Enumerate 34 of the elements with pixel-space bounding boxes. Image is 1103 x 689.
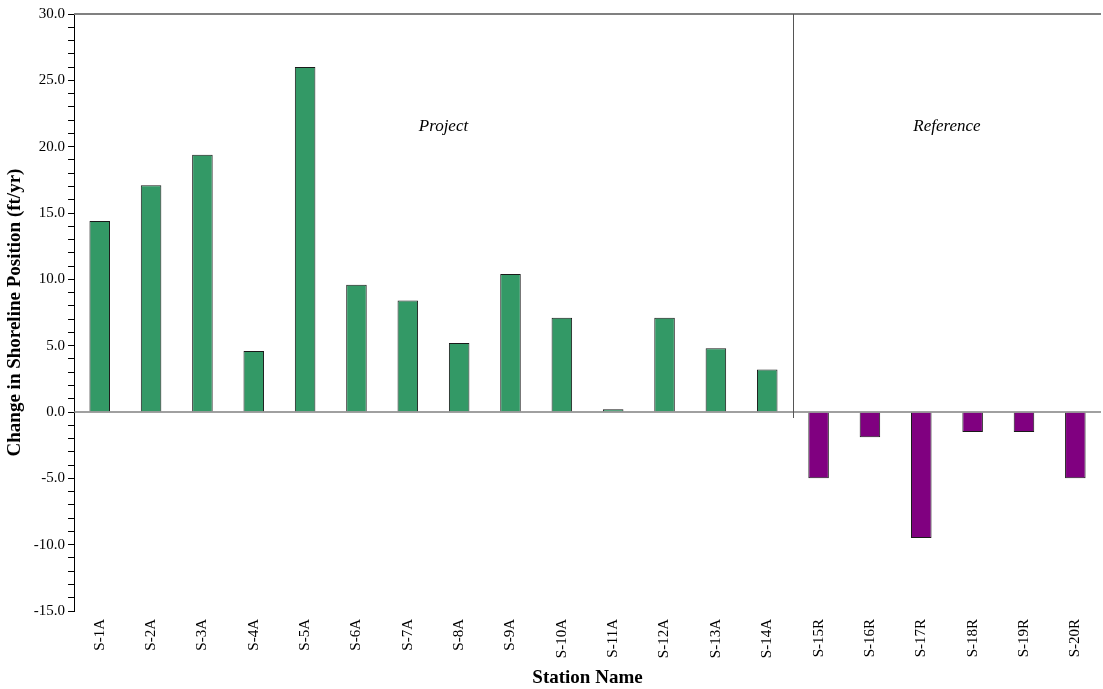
x-tick-label: S-14A bbox=[758, 618, 775, 659]
y-axis-title: Change in Shoreline Position (ft/yr) bbox=[3, 168, 26, 457]
y-tick-label: 30.0 bbox=[38, 4, 66, 21]
y-tick-label: -5.0 bbox=[41, 469, 66, 486]
x-tick-label: S-2A bbox=[142, 618, 158, 651]
x-tick-label: S-18R bbox=[963, 619, 980, 658]
x-tick-label: S-12A bbox=[655, 618, 672, 659]
x-tick-label: S-11A bbox=[604, 618, 621, 658]
x-tick-label: S-20R bbox=[1066, 619, 1083, 658]
annotation: Reference bbox=[913, 116, 981, 136]
y-tick-label: -15.0 bbox=[33, 601, 66, 618]
x-tick-label: S-7A bbox=[398, 618, 415, 651]
x-tick-label: S-15R bbox=[809, 619, 826, 658]
annotation: Project bbox=[418, 116, 469, 136]
x-tick-label: S-1A bbox=[90, 618, 107, 651]
x-tick-label: S-8A bbox=[450, 618, 467, 651]
y-tick-label: 0.0 bbox=[46, 402, 66, 419]
y-tick-label: 5.0 bbox=[46, 336, 66, 353]
x-tick-label: S-3A bbox=[193, 618, 210, 651]
x-tick-label: S-10A bbox=[552, 618, 569, 659]
y-tick-label: 25.0 bbox=[38, 71, 66, 88]
y-tick-label: 10.0 bbox=[38, 270, 66, 287]
x-tick-label: S-17R bbox=[912, 619, 929, 658]
x-tick-label: S-5A bbox=[296, 618, 313, 651]
y-tick-label: -10.0 bbox=[33, 535, 66, 552]
x-tick-label: S-13A bbox=[706, 618, 723, 659]
y-tick-label: 20.0 bbox=[38, 137, 66, 154]
y-tick-label: 15.0 bbox=[38, 203, 66, 220]
x-tick-label: S-4A bbox=[244, 618, 261, 651]
x-tick-label: S-6A bbox=[347, 618, 364, 651]
x-tick-label: S-9A bbox=[501, 618, 518, 651]
x-tick-label: S-19R bbox=[1014, 619, 1031, 658]
x-tick-label: S-16R bbox=[860, 619, 877, 658]
x-axis-title: Station Name bbox=[532, 665, 643, 687]
